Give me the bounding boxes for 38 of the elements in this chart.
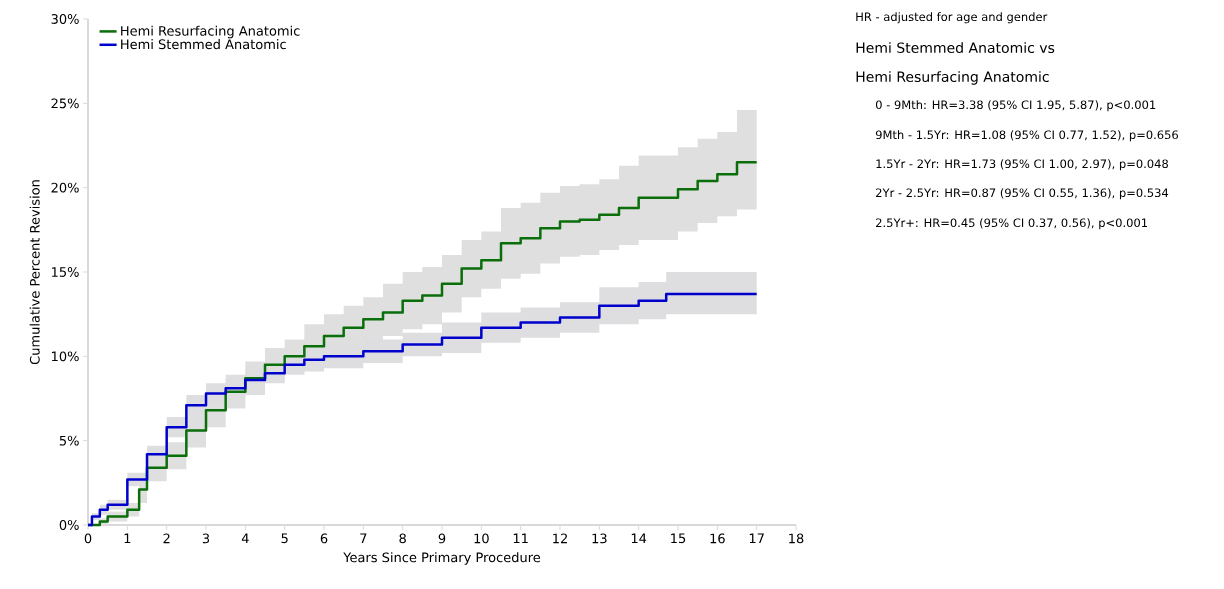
x-tick-label: 15 (671, 533, 686, 544)
y-tick-label: 10% (52, 351, 79, 362)
x-tick-label: 0 (84, 533, 92, 544)
x-tick-label: 1 (124, 533, 131, 543)
text: Hemi Resurfacing Anatomic (856, 71, 1049, 85)
y-axis-title: Cumulative Percent Revision (29, 180, 40, 365)
x-tick-label: 11 (513, 533, 528, 543)
text: 2.5Yr+: HR=0.45 (95% CI 0.37, 0.56), p<0.001 (876, 218, 1148, 230)
y-tick-label: 25% (51, 98, 79, 109)
y-tick-label: 5% (59, 435, 79, 446)
x-axis-title: Years Since Primary Procedure (343, 552, 541, 565)
y-tick-label: 30% (51, 14, 79, 24)
x-tick-label: 16 (710, 533, 725, 544)
y-tick-label: 15% (52, 267, 79, 277)
text: 2Yr - 2.5Yr: HR=0.87 (95% CI 0.55, 1.36), p=0.534 (876, 188, 1169, 200)
x-tick-label: 9 (438, 533, 446, 544)
x-tick-label: 12 (553, 533, 567, 544)
y-tick-label: 0% (59, 520, 79, 530)
text: 0 - 9Mth: HR=3.38 (95% CI 1.95, 5.87), p<0.001 (875, 100, 1156, 112)
x-tick-label: 10 (474, 533, 489, 544)
x-tick-label: 4 (241, 533, 249, 543)
x-tick-label: 6 (320, 533, 328, 544)
x-tick-label: 18 (789, 533, 804, 544)
text: 1.5Yr - 2Yr: HR=1.73 (95% CI 1.00, 2.97), p=0.048 (876, 159, 1168, 171)
x-tick-label: 14 (631, 533, 647, 543)
x-tick-label: 8 (399, 533, 406, 544)
legend-label: Hemi Stemmed Anatomic (121, 39, 286, 50)
text: 9Mth - 1.5Yr: HR=1.08 (95% CI 0.77, 1.52), p=0.656 (875, 130, 1179, 142)
x-tick-label: 2 (163, 533, 170, 544)
x-tick-label: 7 (360, 533, 367, 543)
y-tick-label: 20% (51, 182, 79, 193)
x-tick-label: 3 (202, 533, 210, 544)
text: Hemi Stemmed Anatomic vs (856, 42, 1055, 54)
x-tick-label: 5 (281, 533, 288, 544)
x-tick-label: 17 (749, 533, 764, 543)
x-tick-label: 13 (592, 533, 607, 544)
text: HR - adjusted for age and gender (856, 12, 1048, 24)
legend-label: Hemi Resurfacing Anatomic (121, 25, 300, 39)
